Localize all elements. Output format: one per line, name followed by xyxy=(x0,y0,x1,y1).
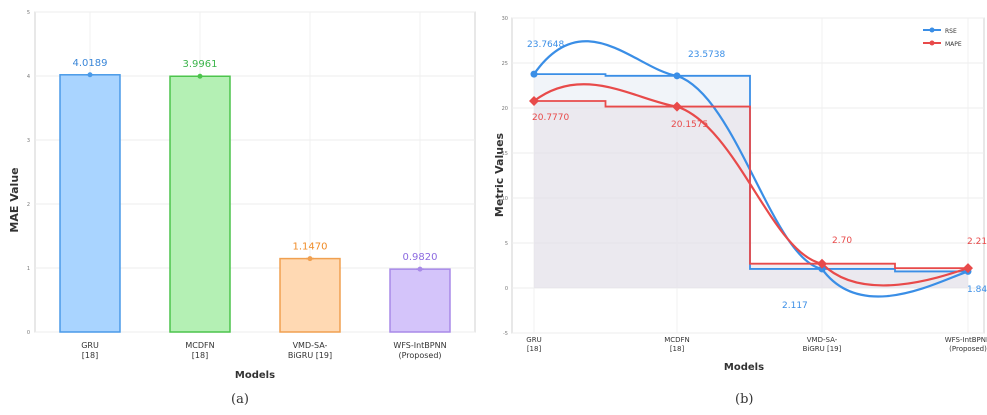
bar-marker xyxy=(417,266,423,272)
x-tick-label: (Proposed) xyxy=(398,351,441,360)
point-mape xyxy=(963,263,973,274)
data-label: 2.70 xyxy=(832,236,852,246)
x-tick-label: (Proposed) xyxy=(949,345,987,353)
x-tick-label: GRU xyxy=(526,336,541,344)
x-tick-label: BiGRU [19] xyxy=(803,345,842,353)
data-label: 1.1470 xyxy=(293,242,328,253)
bar-marker xyxy=(87,72,93,78)
point-rse xyxy=(673,72,681,80)
curve-mape xyxy=(533,83,969,287)
area-mape xyxy=(534,101,968,288)
x-tick-label: GRU xyxy=(81,341,99,350)
y-tick-label: 30 xyxy=(502,16,508,22)
x-axis-label: Models xyxy=(724,362,764,373)
panel-label-a: (a) xyxy=(231,392,249,407)
legend: RSE MAPE xyxy=(923,27,962,48)
y-tick-label: 0 xyxy=(505,286,508,292)
y-tick-label: 25 xyxy=(502,61,508,67)
x-tick-label: [18] xyxy=(670,345,685,353)
point-rse xyxy=(530,70,538,78)
y-tick-label: 10 xyxy=(502,196,508,202)
point-mape xyxy=(672,101,682,112)
bar xyxy=(279,257,341,333)
point-mape xyxy=(817,258,827,269)
x-tick-label: WFS-IntBPNN xyxy=(393,341,446,350)
bar-marker xyxy=(307,256,313,262)
data-label: 20.7770 xyxy=(532,113,569,123)
y-axis-label: MAE Value xyxy=(8,167,21,232)
data-label: 1.843 xyxy=(967,285,987,295)
data-label: 4.0189 xyxy=(73,58,108,69)
y-axis-label: Metric Values xyxy=(493,132,506,217)
data-label: 3.9961 xyxy=(183,59,218,70)
legend-label: RSE xyxy=(945,28,957,35)
panel-label-b: (b) xyxy=(735,392,754,407)
legend-marker xyxy=(929,40,935,46)
x-tick-label: [18] xyxy=(527,345,542,353)
y-tick-label: 4 xyxy=(27,74,30,80)
x-tick-label: VMD-SA- xyxy=(293,341,328,350)
y-tick-label: 3 xyxy=(27,138,30,144)
y-tick-label: 0 xyxy=(27,330,30,336)
y-tick-label: 1 xyxy=(27,266,30,272)
data-label: 20.1575 xyxy=(671,120,708,130)
data-label: 0.9820 xyxy=(403,252,438,263)
data-label: 23.5738 xyxy=(688,50,725,60)
bar xyxy=(169,75,231,333)
x-tick-label: [18] xyxy=(82,351,98,360)
x-tick-label: WFS-IntBPNN xyxy=(945,336,987,344)
point-rse xyxy=(818,265,826,273)
y-tick-label: 5 xyxy=(27,10,30,16)
data-label: 23.7648 xyxy=(527,40,564,50)
legend-marker xyxy=(929,27,935,33)
bar-marker xyxy=(197,73,203,79)
x-tick-label: MCDFN xyxy=(185,341,214,350)
y-tick-label: -5 xyxy=(503,331,508,337)
mae-bar-chart: MAE Value Models 0123454.0189GRU[18]3.99… xyxy=(8,10,476,381)
x-tick-label: MCDFN xyxy=(664,336,690,344)
data-label: 2.2100 xyxy=(967,237,987,247)
data-label: 2.117 xyxy=(782,301,808,311)
x-axis-label: Models xyxy=(235,370,275,381)
y-tick-label: 5 xyxy=(505,241,508,247)
point-mape xyxy=(529,96,539,107)
y-tick-label: 2 xyxy=(27,202,30,208)
y-tick-label: 15 xyxy=(502,151,508,157)
x-tick-label: [18] xyxy=(192,351,208,360)
bar xyxy=(389,268,451,333)
legend-label: MAPE xyxy=(945,41,962,48)
metrics-line-chart: Metric Values Models -5 0 5 10 15 20 25 30 23.76… xyxy=(493,16,987,373)
x-tick-label: BiGRU [19] xyxy=(288,351,332,360)
bar xyxy=(59,74,121,333)
x-tick-label: VMD-SA- xyxy=(807,336,838,344)
y-tick-label: 20 xyxy=(502,106,508,112)
